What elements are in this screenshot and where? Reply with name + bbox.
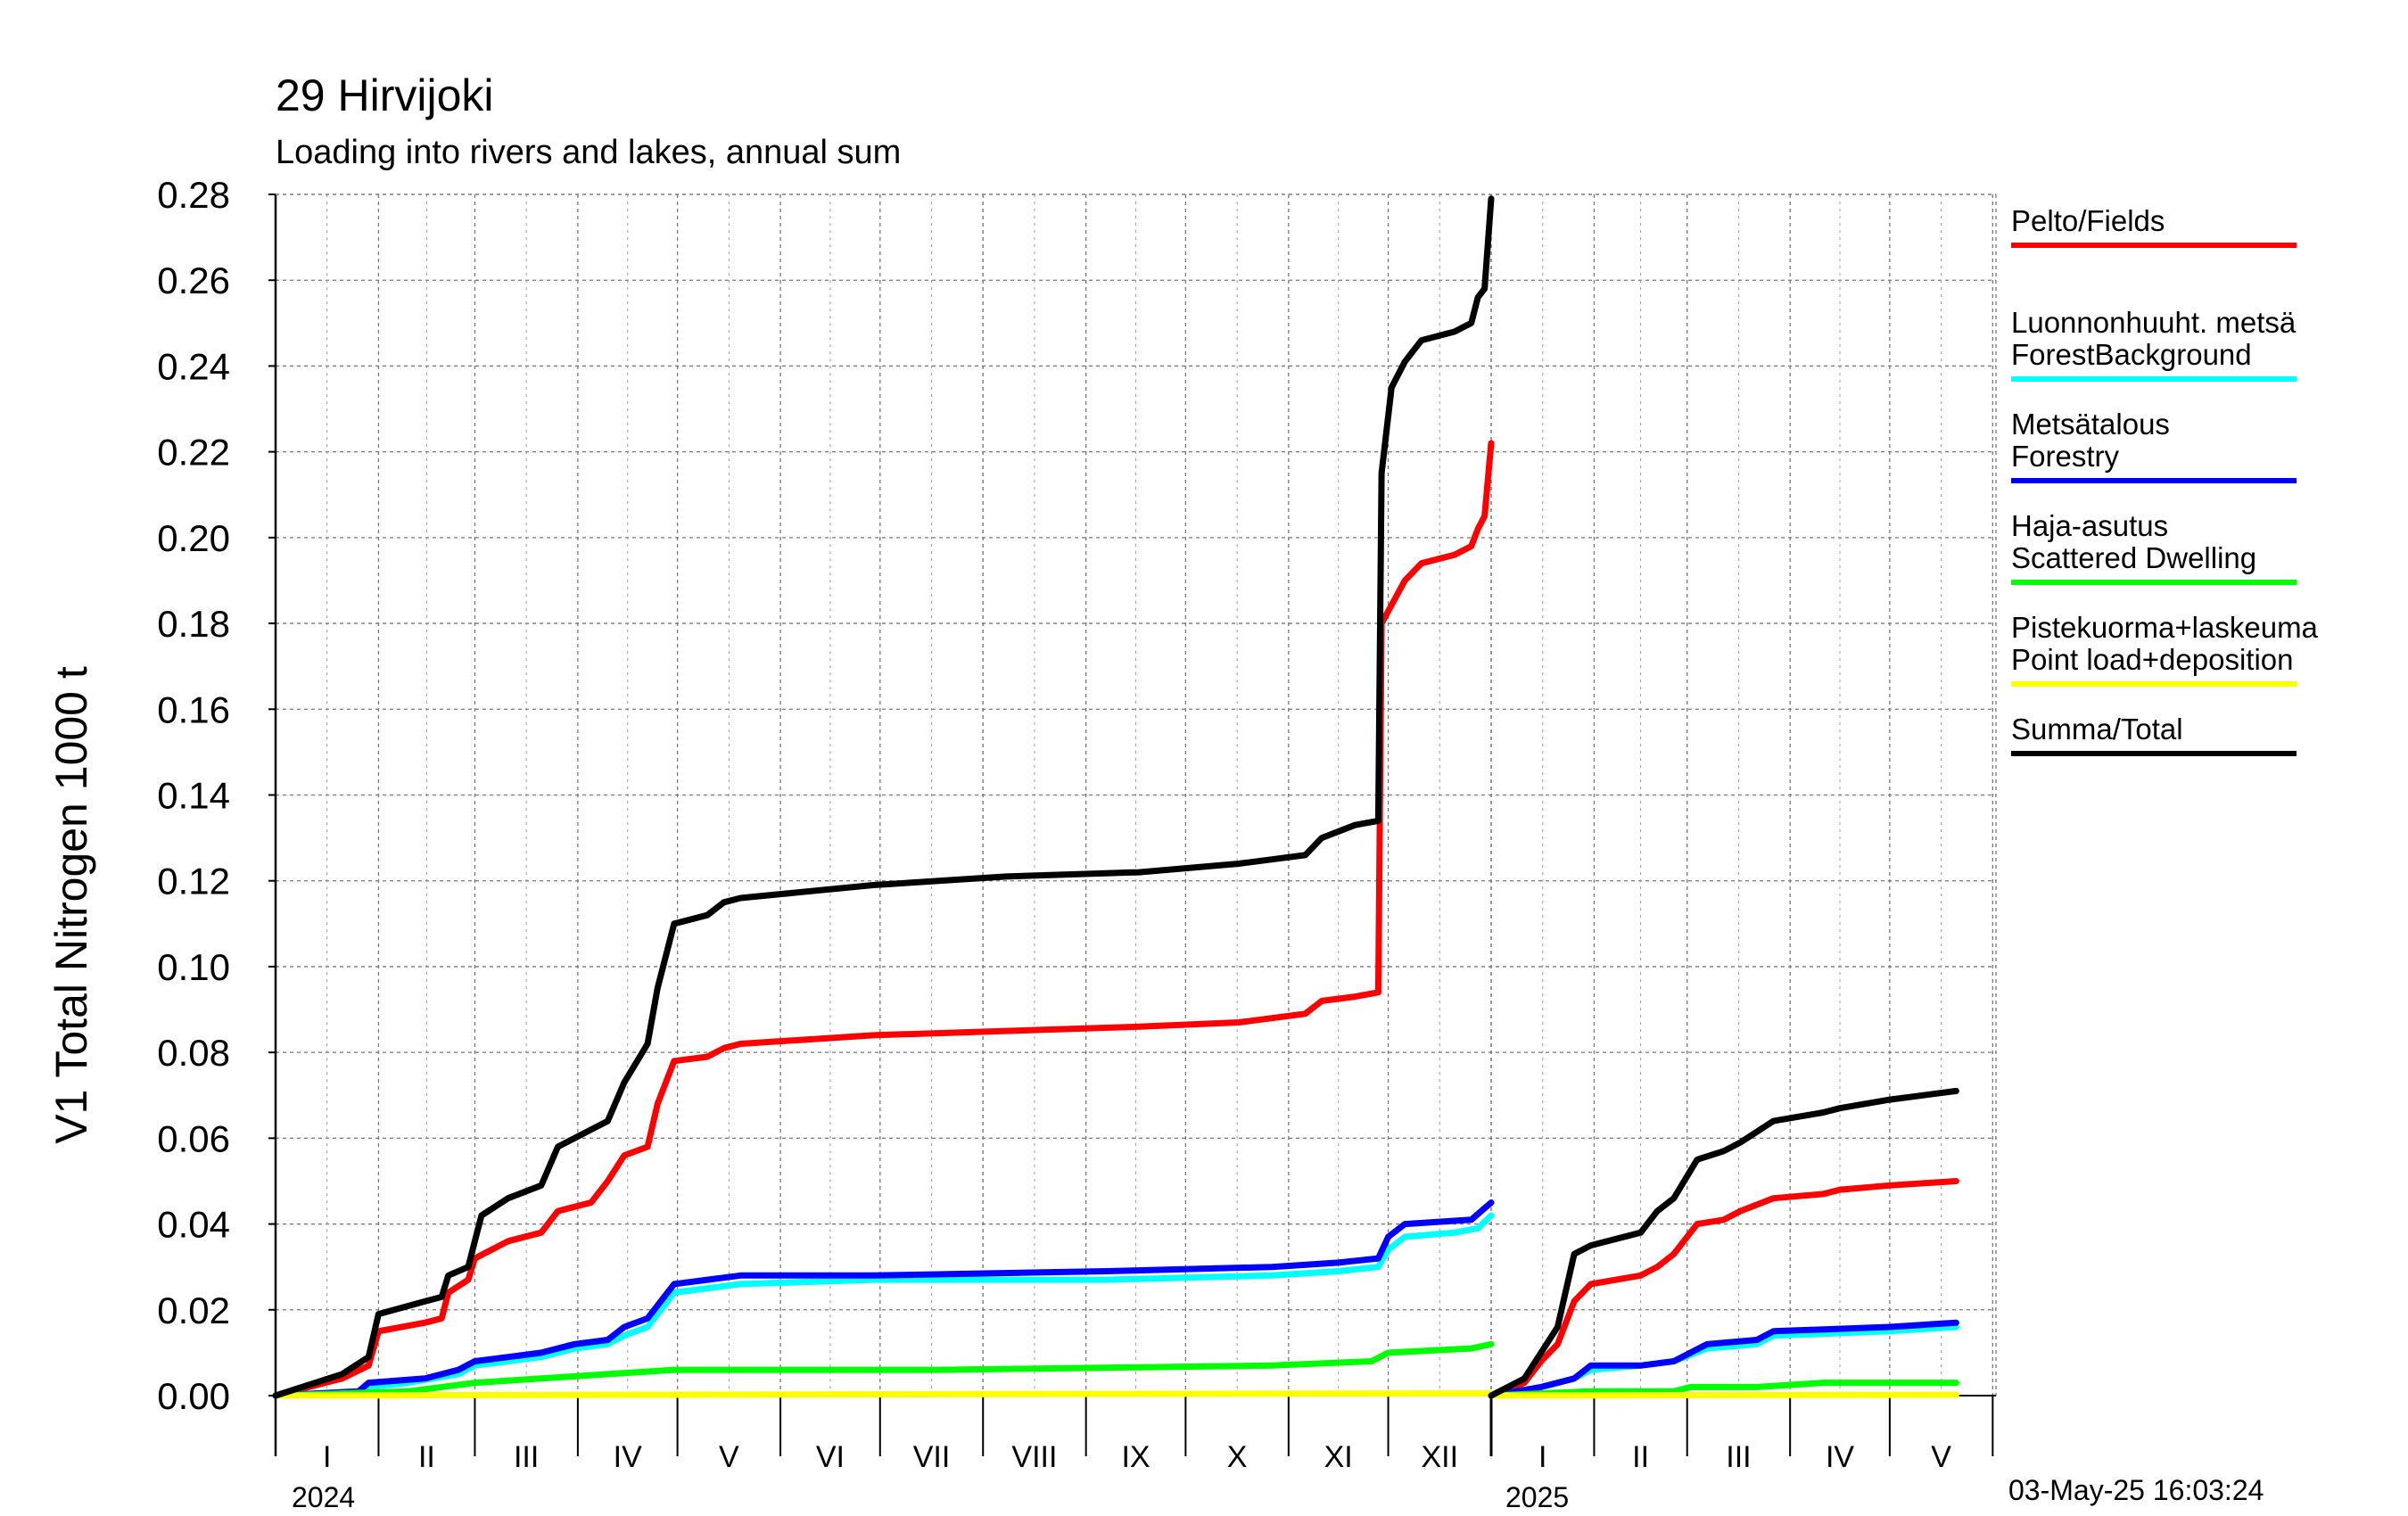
legend-item-point-load: Pistekuorma+laskeuma Point load+depositi… xyxy=(2011,612,2404,713)
legend-swatch xyxy=(2011,376,2297,382)
y-tick-label: 0.08 xyxy=(157,1032,230,1074)
series-line-2025-summa-total xyxy=(1488,1087,1959,1399)
legend-item-total: Summa/Total xyxy=(2011,713,2404,785)
x-month-label: X xyxy=(1227,1440,1248,1474)
chart-subtitle: Loading into rivers and lakes, annual su… xyxy=(276,134,902,171)
x-month-label: I xyxy=(1538,1440,1546,1474)
series-line-2024-mets-talous-forestry xyxy=(272,1199,1495,1399)
y-tick-label: 0.20 xyxy=(157,517,230,559)
x-month-label: XII xyxy=(1421,1440,1458,1474)
x-year-label: 2025 xyxy=(1505,1481,1569,1513)
x-month-label: I xyxy=(323,1440,331,1474)
x-month-label: II xyxy=(418,1440,435,1474)
legend-label: Haja-asutus Scattered Dwelling xyxy=(2011,509,2257,574)
y-tick-label: 0.02 xyxy=(157,1289,230,1331)
series-line-2025-pelto-fields xyxy=(1488,1178,1959,1399)
y-tick-label: 0.06 xyxy=(157,1117,230,1159)
y-tick-label: 0.00 xyxy=(157,1375,230,1417)
chart-title: 29 Hirvijoki xyxy=(276,70,494,120)
series-line-2024-haja-asutus-scattered-dwelling xyxy=(272,1340,1495,1399)
series-line-2024-luonnonhuuht-mets-forestbackground xyxy=(272,1212,1495,1399)
y-tick-label: 0.14 xyxy=(157,775,230,817)
x-month-label: VII xyxy=(913,1440,951,1474)
series-line-2025-haja-asutus-scattered-dwelling xyxy=(1488,1380,1959,1399)
x-month-label: V xyxy=(719,1440,739,1474)
series-line-2025-pistekuorma-laskeuma-point-load-deposition xyxy=(1488,1391,1959,1399)
legend: Pelto/Fields Luonnonhuuht. metsä ForestB… xyxy=(2011,205,2404,785)
legend-item-forestry: Metsätalous Forestry xyxy=(2011,408,2404,510)
series-line-2024-pelto-fields xyxy=(272,440,1495,1399)
x-month-label: II xyxy=(1632,1440,1649,1474)
timestamp: 03-May-25 16:03:24 xyxy=(2008,1474,2264,1506)
legend-label: Summa/Total xyxy=(2011,713,2183,746)
series-line-2024-pistekuorma-laskeuma-point-load-deposition xyxy=(272,1390,1495,1399)
axes xyxy=(268,194,1997,1456)
x-month-label: III xyxy=(514,1440,539,1474)
x-month-label: III xyxy=(1726,1440,1751,1474)
y-tick-label: 0.10 xyxy=(157,946,230,988)
y-tick-label: 0.16 xyxy=(157,688,230,730)
x-month-label: V xyxy=(1931,1440,1951,1474)
series-line-2024-summa-total xyxy=(272,195,1495,1399)
legend-item-scattered-dwelling: Haja-asutus Scattered Dwelling xyxy=(2011,510,2404,612)
legend-swatch xyxy=(2011,478,2297,483)
y-tick-label: 0.22 xyxy=(157,432,230,474)
legend-swatch xyxy=(2011,751,2297,756)
x-month-label: IX xyxy=(1121,1440,1150,1474)
legend-swatch xyxy=(2011,681,2297,687)
legend-item-fields: Pelto/Fields xyxy=(2011,205,2404,307)
series-lines xyxy=(272,195,1959,1399)
legend-swatch xyxy=(2011,243,2297,248)
x-month-label: IV xyxy=(1826,1440,1854,1474)
y-tick-label: 0.12 xyxy=(157,861,230,902)
legend-label: Luonnonhuuht. metsä ForestBackground xyxy=(2011,306,2297,371)
x-month-label: XI xyxy=(1324,1440,1353,1474)
y-tick-label: 0.26 xyxy=(157,260,230,301)
y-tick-label: 0.28 xyxy=(157,174,230,216)
x-month-label: VIII xyxy=(1011,1440,1057,1474)
legend-label: Pistekuorma+laskeuma Point load+depositi… xyxy=(2011,611,2318,676)
tick-labels: 0.00 0.02 0.04 0.06 0.08 0.10 0.12 0.14 0.16 0.18… xyxy=(157,174,1951,1513)
legend-label: Metsätalous Forestry xyxy=(2011,408,2170,473)
x-month-label: VI xyxy=(816,1440,845,1474)
legend-item-forest-background: Luonnonhuuht. metsä ForestBackground xyxy=(2011,307,2404,408)
y-tick-label: 0.24 xyxy=(157,345,230,387)
y-tick-label: 0.18 xyxy=(157,603,230,645)
y-tick-label: 0.04 xyxy=(157,1204,230,1246)
legend-swatch xyxy=(2011,580,2297,585)
series-line-2025-mets-talous-forestry xyxy=(1488,1319,1959,1399)
x-month-label: IV xyxy=(614,1440,642,1474)
legend-label: Pelto/Fields xyxy=(2011,204,2165,237)
y-axis-label: V1 Total Nitrogen 1000 t xyxy=(46,666,96,1144)
x-year-label: 2024 xyxy=(292,1481,355,1513)
